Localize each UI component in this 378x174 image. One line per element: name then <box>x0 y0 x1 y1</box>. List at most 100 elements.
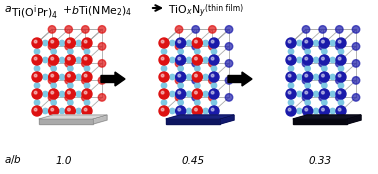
Circle shape <box>286 55 296 65</box>
Circle shape <box>178 100 183 105</box>
Circle shape <box>195 57 197 60</box>
Circle shape <box>49 38 59 48</box>
Circle shape <box>209 26 216 33</box>
Circle shape <box>336 72 346 82</box>
Circle shape <box>186 91 192 97</box>
Circle shape <box>330 91 335 97</box>
Circle shape <box>192 72 202 82</box>
Circle shape <box>209 55 219 65</box>
Circle shape <box>84 66 90 71</box>
Circle shape <box>159 55 169 65</box>
Circle shape <box>84 83 90 88</box>
Circle shape <box>319 38 329 48</box>
Circle shape <box>338 40 341 43</box>
Polygon shape <box>39 115 107 119</box>
Circle shape <box>68 74 70 77</box>
Circle shape <box>322 49 327 54</box>
Circle shape <box>68 108 70 111</box>
Circle shape <box>305 74 308 77</box>
Circle shape <box>59 74 65 80</box>
Circle shape <box>178 91 181 94</box>
Text: Ti(O$^\mathrm{i}$Pr)$_4$: Ti(O$^\mathrm{i}$Pr)$_4$ <box>11 4 58 22</box>
Circle shape <box>321 42 326 47</box>
Circle shape <box>51 66 56 71</box>
Circle shape <box>330 57 335 63</box>
Circle shape <box>352 94 360 101</box>
Circle shape <box>32 55 42 65</box>
Circle shape <box>211 57 214 60</box>
Circle shape <box>319 55 329 65</box>
Circle shape <box>338 91 341 94</box>
Polygon shape <box>39 119 93 124</box>
Circle shape <box>84 76 89 81</box>
Circle shape <box>313 74 319 80</box>
Circle shape <box>82 43 89 50</box>
Circle shape <box>34 49 40 54</box>
Circle shape <box>195 49 200 54</box>
Circle shape <box>319 106 329 116</box>
Circle shape <box>338 108 341 111</box>
Circle shape <box>194 76 199 81</box>
Circle shape <box>352 26 360 33</box>
Circle shape <box>50 76 56 81</box>
Circle shape <box>302 43 310 50</box>
Circle shape <box>175 94 183 101</box>
Circle shape <box>65 106 75 116</box>
Circle shape <box>209 94 216 101</box>
Circle shape <box>84 59 89 64</box>
Circle shape <box>305 108 308 111</box>
Text: $a$: $a$ <box>4 4 12 14</box>
Circle shape <box>51 74 54 77</box>
Circle shape <box>65 89 75 99</box>
Circle shape <box>43 108 48 114</box>
Text: $a/b$: $a/b$ <box>4 153 22 166</box>
Polygon shape <box>347 115 361 124</box>
Circle shape <box>319 77 327 84</box>
Circle shape <box>322 40 324 43</box>
Circle shape <box>313 57 319 63</box>
Circle shape <box>68 57 70 60</box>
Circle shape <box>34 91 37 94</box>
Circle shape <box>336 106 346 116</box>
Circle shape <box>161 57 164 60</box>
Circle shape <box>50 59 56 64</box>
Circle shape <box>336 60 343 67</box>
Circle shape <box>319 60 327 67</box>
Circle shape <box>51 91 54 94</box>
Circle shape <box>43 91 48 97</box>
Circle shape <box>175 77 183 84</box>
Circle shape <box>322 66 327 71</box>
Circle shape <box>49 106 59 116</box>
Circle shape <box>50 42 56 47</box>
Circle shape <box>195 91 197 94</box>
Circle shape <box>225 77 233 84</box>
Circle shape <box>59 91 65 97</box>
Circle shape <box>211 42 216 47</box>
Circle shape <box>288 49 294 54</box>
Circle shape <box>211 100 217 105</box>
Circle shape <box>319 72 329 82</box>
Text: 0.45: 0.45 <box>181 156 204 166</box>
Circle shape <box>225 26 233 33</box>
Circle shape <box>34 57 37 60</box>
Circle shape <box>194 93 199 98</box>
Circle shape <box>303 72 313 82</box>
Circle shape <box>211 83 217 88</box>
Polygon shape <box>293 119 347 124</box>
Circle shape <box>305 49 310 54</box>
Circle shape <box>68 91 70 94</box>
Circle shape <box>51 40 54 43</box>
Circle shape <box>313 108 319 114</box>
Polygon shape <box>293 115 361 119</box>
Circle shape <box>194 59 199 64</box>
Circle shape <box>177 42 183 47</box>
Circle shape <box>59 40 65 46</box>
Circle shape <box>297 57 302 63</box>
Circle shape <box>338 83 344 88</box>
Circle shape <box>175 26 183 33</box>
Circle shape <box>192 43 200 50</box>
Circle shape <box>330 40 335 46</box>
Circle shape <box>321 93 326 98</box>
Circle shape <box>170 108 175 114</box>
Circle shape <box>65 55 75 65</box>
